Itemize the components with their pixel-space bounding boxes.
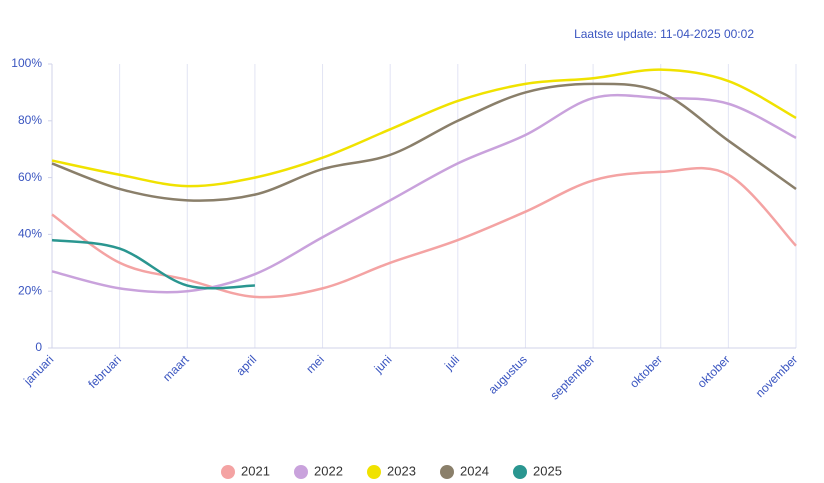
legend-label: 2021 xyxy=(241,463,270,478)
legend-swatch xyxy=(294,465,308,479)
x-tick-label: oktober xyxy=(627,352,665,390)
legend-label: 2025 xyxy=(533,463,562,478)
x-tick-label: september xyxy=(547,352,597,402)
x-tick-label: augustus xyxy=(485,352,529,396)
x-tick-label: januari xyxy=(20,352,56,388)
legend-label: 2022 xyxy=(314,463,343,478)
y-tick-label: 100% xyxy=(11,56,42,70)
series-line xyxy=(51,82,797,202)
legend-label: 2024 xyxy=(460,463,489,478)
x-tick-label: maart xyxy=(160,352,192,384)
series-line xyxy=(51,68,797,188)
legend-swatch xyxy=(221,465,235,479)
y-tick-label: 20% xyxy=(18,283,42,297)
legend-swatch xyxy=(513,465,527,479)
legend: 2021 2022 2023 2024 2025 xyxy=(221,463,562,479)
x-tick-label: februari xyxy=(85,352,124,391)
series-line xyxy=(51,93,797,294)
x-tick-label: mei xyxy=(303,352,327,376)
series-line xyxy=(51,238,255,290)
x-tick-label: oktober xyxy=(695,352,733,390)
x-tick-label: juli xyxy=(441,352,462,373)
x-tick-label: juni xyxy=(371,352,395,376)
y-tick-label: 60% xyxy=(18,170,42,184)
legend-swatch xyxy=(367,465,381,479)
y-tick-label: 40% xyxy=(18,227,42,241)
annotation: Laatste update: 11-04-2025 00:02 xyxy=(574,27,754,41)
y-tick-label: 0 xyxy=(35,340,42,354)
legend-swatch xyxy=(440,465,454,479)
x-tick-label: november xyxy=(753,352,801,400)
x-tick-label: april xyxy=(233,352,259,378)
y-tick-label: 80% xyxy=(18,113,42,127)
legend-label: 2023 xyxy=(387,463,416,478)
series-line xyxy=(51,166,797,299)
